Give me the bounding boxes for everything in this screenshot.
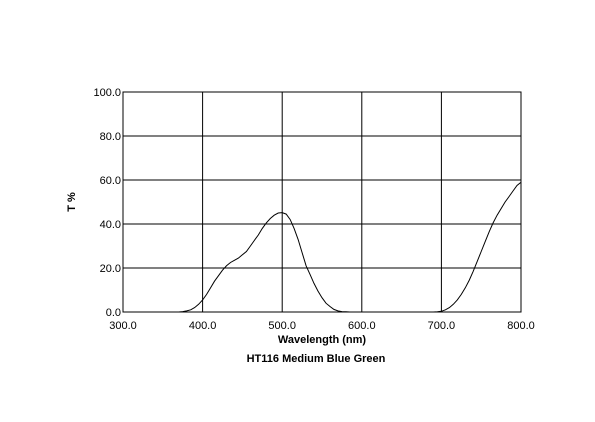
x-tick-label: 400.0 <box>189 320 217 332</box>
x-tick-label: 500.0 <box>268 320 296 332</box>
y-tick-label: 40.0 <box>100 219 121 231</box>
y-tick-label: 20.0 <box>100 263 121 275</box>
tick-labels: 300.0 400.0 500.0 600.0 700.0 800.0 0.0 20.0 40.… <box>93 87 534 332</box>
y-tick-label: 60.0 <box>100 175 121 187</box>
x-tick-label: 700.0 <box>428 320 456 332</box>
grid-lines <box>123 92 521 312</box>
y-tick-label: 80.0 <box>100 131 121 143</box>
x-tick-label: 300.0 <box>109 320 137 332</box>
y-tick-label: 100.0 <box>93 87 121 99</box>
x-tick-label: 800.0 <box>507 320 535 332</box>
x-tick-label: 600.0 <box>348 320 376 332</box>
series-line-transmission <box>178 181 522 313</box>
chart-title: HT116 Medium Blue Green <box>247 353 386 365</box>
y-tick-label: 0.0 <box>106 307 121 319</box>
y-axis-title: T % <box>66 192 78 212</box>
x-axis-title: Wavelength (nm) <box>278 334 367 346</box>
plot-area-frame <box>122 91 522 313</box>
